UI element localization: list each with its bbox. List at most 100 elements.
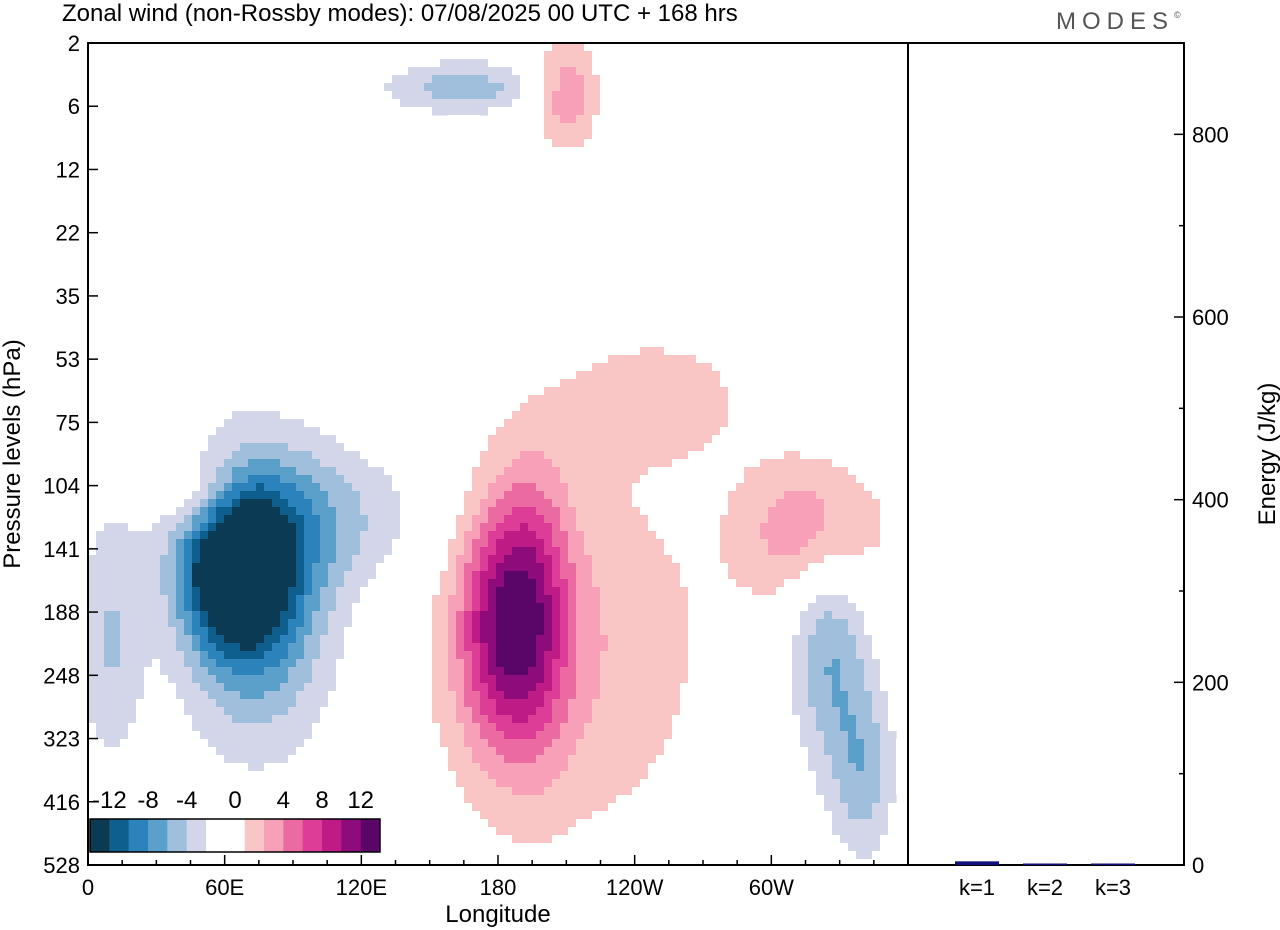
heatmap-cell [376, 491, 385, 500]
heatmap-cell [456, 611, 465, 620]
heatmap-cell [560, 715, 569, 724]
heatmap-cell [712, 547, 721, 556]
heatmap-cell [344, 619, 353, 628]
heatmap-cell [848, 723, 857, 732]
heatmap-cell [608, 507, 617, 516]
heatmap-cell [472, 587, 481, 596]
heatmap-cell [544, 691, 553, 700]
heatmap-cell [808, 467, 817, 476]
heatmap-cell [816, 731, 825, 740]
heatmap-cell [848, 771, 857, 780]
heatmap-cell [568, 587, 577, 596]
heatmap-cell [616, 507, 625, 516]
heatmap-cell [136, 579, 145, 588]
heatmap-cell [552, 707, 561, 716]
heatmap-cell [248, 627, 257, 636]
heatmap-cell [720, 475, 729, 484]
heatmap-cell [664, 579, 673, 588]
heatmap-cell [184, 595, 193, 604]
heatmap-cell [488, 595, 497, 604]
heatmap-cell [328, 427, 337, 436]
heatmap-cell [488, 75, 497, 84]
heatmap-cell [720, 363, 729, 372]
heatmap-cell [536, 99, 545, 108]
heatmap-cell [112, 667, 121, 676]
heatmap-cell [392, 67, 401, 76]
heatmap-cell [96, 651, 105, 660]
heatmap-cell [496, 827, 505, 836]
heatmap-cell [848, 731, 857, 740]
heatmap-cell [512, 499, 521, 508]
heatmap-cell [864, 643, 873, 652]
heatmap-cell [656, 563, 665, 572]
heatmap-cell [448, 571, 457, 580]
heatmap-cell [768, 427, 777, 436]
heatmap-cell [376, 467, 385, 476]
heatmap-cell [592, 739, 601, 748]
heatmap-cell [744, 379, 753, 388]
heatmap-cell [176, 667, 185, 676]
heatmap-cell [432, 691, 441, 700]
y-axis-label: Pressure levels (hPa) [0, 339, 26, 568]
heatmap-cell [880, 827, 889, 836]
heatmap-cell [240, 739, 249, 748]
heatmap-cell [432, 747, 441, 756]
heatmap-cell [632, 683, 641, 692]
heatmap-cell [168, 699, 177, 708]
heatmap-cell [656, 699, 665, 708]
heatmap-cell [88, 563, 97, 572]
heatmap-cell [592, 475, 601, 484]
heatmap-cell [272, 539, 281, 548]
heatmap-cell [400, 467, 409, 476]
heatmap-cell [488, 411, 497, 420]
heatmap-cell [336, 611, 345, 620]
heatmap-cell [128, 627, 137, 636]
heatmap-cell [320, 683, 329, 692]
heatmap-cell [360, 459, 369, 468]
heatmap-cell [184, 587, 193, 596]
heatmap-cell [312, 523, 321, 532]
heatmap-cell [560, 659, 569, 668]
heatmap-cell [264, 507, 273, 516]
heatmap-cell [208, 523, 217, 532]
heatmap-cell [496, 91, 505, 100]
heatmap-cell [304, 571, 313, 580]
heatmap-cell [608, 491, 617, 500]
heatmap-cell [248, 579, 257, 588]
heatmap-cell [608, 395, 617, 404]
heatmap-cell [144, 675, 153, 684]
heatmap-cell [208, 507, 217, 516]
heatmap-cell [568, 731, 577, 740]
heatmap-cell [656, 611, 665, 620]
heatmap-cell [280, 395, 289, 404]
heatmap-cell [880, 811, 889, 820]
heatmap-cell [424, 627, 433, 636]
heatmap-cell [568, 859, 577, 865]
heatmap-cell [624, 507, 633, 516]
heatmap-cell [464, 755, 473, 764]
heatmap-cell [608, 403, 617, 412]
heatmap-cell [616, 723, 625, 732]
heatmap-cell [848, 739, 857, 748]
heatmap-cell [560, 843, 569, 852]
heatmap-cell [856, 547, 865, 556]
heatmap-cell [592, 371, 601, 380]
heatmap-cell [800, 683, 809, 692]
heatmap-cell [520, 387, 529, 396]
heatmap-cell [656, 523, 665, 532]
heatmap-cell [464, 59, 473, 68]
heatmap-cell [504, 803, 513, 812]
heatmap-cell [480, 675, 489, 684]
heatmap-cell [656, 771, 665, 780]
heatmap-cell [336, 523, 345, 532]
heatmap-cell [840, 555, 849, 564]
heatmap-cell [600, 339, 609, 348]
heatmap-cell [672, 603, 681, 612]
heatmap-cell [272, 651, 281, 660]
heatmap-cell [656, 667, 665, 676]
heatmap-cell [480, 835, 489, 844]
heatmap-cell [864, 835, 873, 844]
heatmap-cell [592, 347, 601, 356]
y-tick-label: 35 [56, 284, 80, 309]
heatmap-cell [632, 651, 641, 660]
